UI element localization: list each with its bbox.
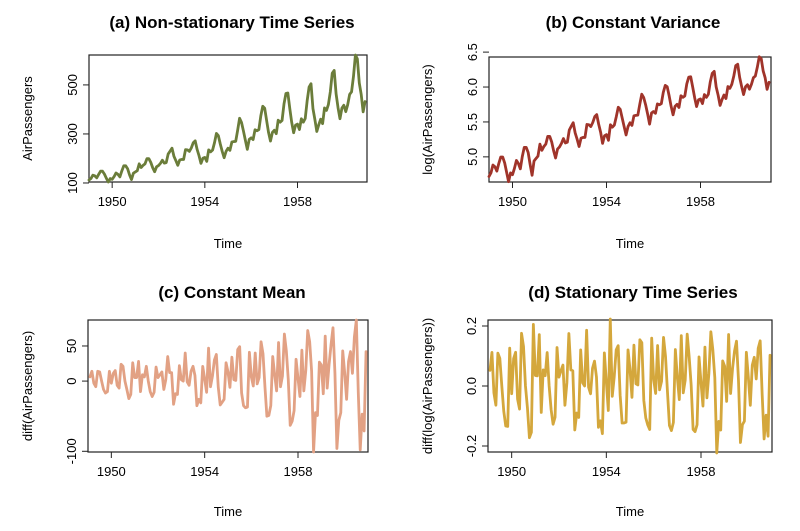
chart-title: (c) Constant Mean: [158, 283, 305, 302]
x-tick-label: 1950: [98, 194, 127, 209]
y-axis-label: log(AirPassengers): [420, 64, 435, 175]
x-axis-label: Time: [214, 236, 242, 251]
y-axis-label: diff(log(AirPassengers)): [420, 318, 435, 454]
x-axis-label: Time: [214, 504, 242, 519]
y-tick-label: 5.5: [465, 113, 480, 131]
series-line: [87, 53, 367, 184]
chart-title: (b) Constant Variance: [546, 13, 721, 32]
plot-frame: [488, 56, 772, 183]
series-line: [487, 55, 771, 184]
x-tick-label: 1958: [686, 194, 715, 209]
y-tick-label: 100: [65, 172, 80, 194]
y-tick-label: 500: [65, 74, 80, 96]
plot-frame: [88, 54, 368, 183]
chart-panel: (b) Constant Variance Time log(AirPassenge…: [420, 13, 772, 251]
x-tick-label: 1954: [190, 464, 219, 479]
x-tick-label: 1950: [498, 194, 527, 209]
chart-title: (d) Stationary Time Series: [528, 283, 737, 302]
y-tick-label: -0.2: [464, 435, 479, 457]
series-line: [88, 318, 368, 454]
y-tick-label: 50: [64, 339, 79, 353]
y-tick-label: 0.0: [464, 377, 479, 395]
chart-panel: (d) Stationary Time Series Time diff(log(A…: [420, 283, 773, 519]
x-tick-label: 1958: [283, 194, 312, 209]
chart-panel: (c) Constant Mean Time diff(AirPassengers)…: [20, 283, 369, 519]
x-tick-label: 1950: [97, 464, 126, 479]
y-tick-label: 0: [64, 377, 79, 384]
y-tick-label: -100: [64, 438, 79, 464]
y-tick-label: 300: [65, 123, 80, 145]
x-tick-label: 1950: [497, 464, 526, 479]
series-line: [488, 317, 772, 455]
x-tick-label: 1958: [687, 464, 716, 479]
x-tick-label: 1958: [284, 464, 313, 479]
y-axis-label: diff(AirPassengers): [20, 331, 35, 441]
chart-panel: (a) Non-stationary Time Series Time AirPas…: [20, 13, 368, 251]
y-tick-label: 6.5: [465, 43, 480, 61]
y-tick-label: 5.0: [465, 148, 480, 166]
x-axis-label: Time: [616, 236, 644, 251]
y-tick-label: 0.2: [464, 317, 479, 335]
x-tick-label: 1954: [190, 194, 219, 209]
chart-title: (a) Non-stationary Time Series: [109, 13, 354, 32]
x-tick-label: 1954: [592, 464, 621, 479]
y-axis-label: AirPassengers: [20, 76, 35, 161]
x-tick-label: 1954: [592, 194, 621, 209]
x-axis-label: Time: [616, 504, 644, 519]
y-tick-label: 6.0: [465, 78, 480, 96]
plot-frame: [87, 319, 369, 453]
